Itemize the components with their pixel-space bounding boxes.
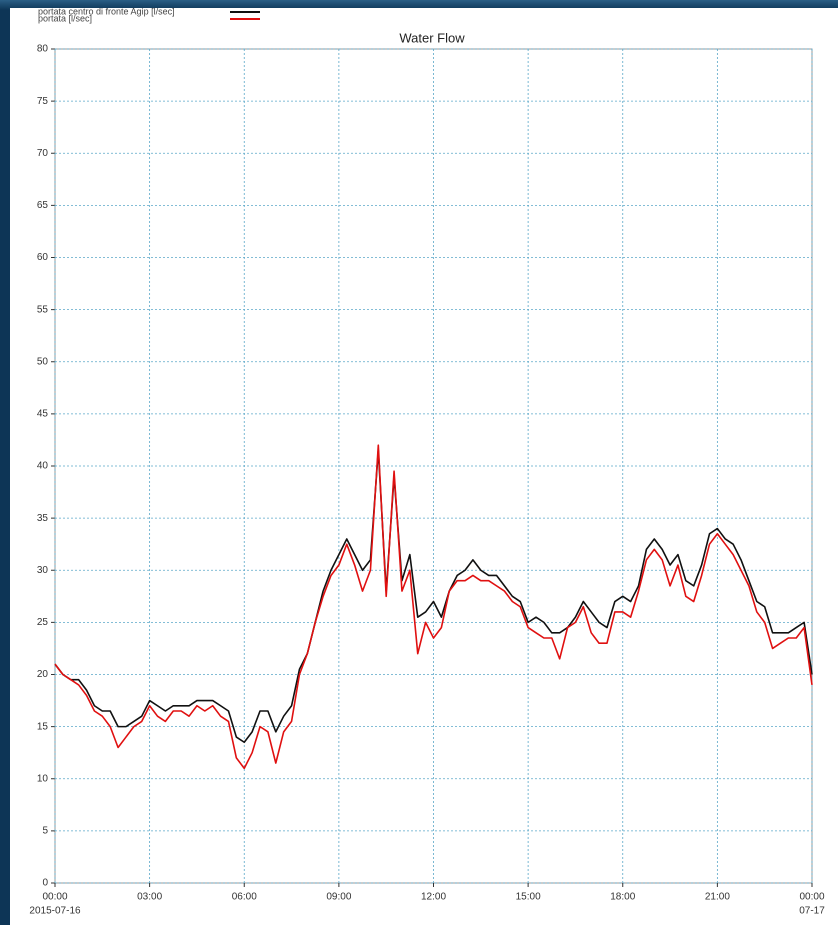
x-tick-label: 15:00 — [516, 892, 541, 903]
x-date-label: 07-17 — [799, 906, 825, 917]
x-tick-label: 18:00 — [610, 892, 635, 903]
x-tick-label: 00:00 — [42, 892, 67, 903]
x-tick-label: 03:00 — [137, 892, 162, 903]
y-tick-label: 70 — [37, 148, 49, 159]
y-tick-label: 45 — [37, 409, 49, 420]
y-tick-label: 10 — [37, 773, 49, 784]
x-tick-label: 06:00 — [232, 892, 257, 903]
series-line — [54, 444, 813, 770]
y-tick-label: 0 — [42, 878, 48, 889]
y-tick-label: 40 — [37, 461, 49, 472]
y-tick-label: 50 — [37, 356, 49, 367]
y-tick-label: 5 — [42, 826, 48, 837]
y-tick-label: 30 — [37, 565, 49, 576]
y-tick-label: 65 — [37, 200, 49, 211]
y-tick-label: 60 — [37, 252, 49, 263]
y-tick-label: 75 — [37, 96, 49, 107]
x-tick-label: 00:00 — [799, 892, 824, 903]
series-line — [54, 449, 813, 744]
x-date-label: 2015-07-16 — [29, 906, 81, 917]
x-tick-label: 09:00 — [326, 892, 351, 903]
y-tick-label: 35 — [37, 513, 49, 524]
y-tick-label: 15 — [37, 721, 49, 732]
legend-label: portata centro di fronte Agip [l/sec] — [38, 6, 175, 16]
legend-label: portata [l/sec] — [38, 13, 92, 23]
x-tick-label: 21:00 — [705, 892, 730, 903]
y-tick-label: 55 — [37, 304, 49, 315]
y-tick-label: 20 — [37, 669, 49, 680]
chart-title: Water Flow — [399, 30, 465, 45]
y-tick-label: 80 — [37, 44, 49, 55]
y-tick-label: 25 — [37, 617, 49, 628]
x-tick-label: 12:00 — [421, 892, 446, 903]
